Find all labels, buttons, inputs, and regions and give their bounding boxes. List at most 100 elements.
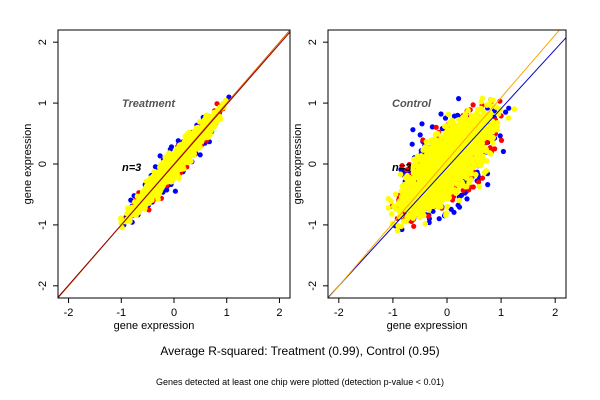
data-point (211, 109, 218, 116)
data-point (124, 216, 131, 222)
y-tick-label: 0 (37, 161, 49, 167)
x-tick-label: 2 (276, 307, 282, 319)
data-point (445, 183, 451, 189)
data-point (486, 150, 493, 156)
data-point (469, 132, 476, 138)
data-point (490, 97, 496, 103)
data-point (138, 193, 145, 200)
data-point (424, 139, 430, 145)
data-point (456, 182, 462, 188)
data-point (404, 177, 411, 184)
data-point (447, 119, 453, 126)
data-point (388, 211, 395, 217)
data-point (417, 201, 424, 208)
data-point (511, 106, 518, 112)
data-point (398, 188, 405, 195)
data-point (397, 171, 404, 178)
data-point (399, 203, 406, 210)
data-point (395, 222, 401, 229)
data-point (443, 123, 450, 129)
data-point (441, 149, 447, 156)
y-tick-label: 1 (37, 100, 49, 106)
data-point (426, 163, 432, 169)
data-point (441, 192, 447, 199)
data-point (184, 152, 191, 158)
data-point (142, 205, 148, 211)
data-point (422, 221, 429, 227)
data-point (177, 152, 184, 158)
data-point (494, 126, 500, 133)
data-point (395, 201, 401, 207)
data-point (128, 197, 134, 203)
data-point (417, 179, 423, 186)
data-point (479, 175, 486, 181)
data-point (151, 178, 157, 185)
y-tick-label: 0 (307, 161, 319, 167)
data-point (498, 137, 505, 143)
data-point (172, 188, 178, 194)
x-axis-title: gene expression (387, 320, 468, 332)
data-point (158, 167, 165, 173)
data-point (494, 120, 501, 126)
data-point (486, 101, 493, 108)
data-point (459, 142, 465, 149)
data-point (150, 173, 157, 179)
data-point (456, 159, 462, 165)
data-point (412, 161, 419, 167)
data-point (475, 148, 481, 155)
data-point (445, 172, 451, 178)
data-point (461, 117, 468, 123)
sample-size-label: n=3 (392, 162, 411, 174)
data-point (470, 123, 477, 130)
r-squared-caption: Average R-squared: Treatment (0.99), Con… (160, 344, 440, 358)
data-point (481, 130, 487, 136)
y-tick-label: -2 (307, 281, 319, 291)
data-point (410, 166, 416, 173)
data-point (485, 182, 491, 188)
x-tick-label: -2 (334, 307, 344, 319)
data-point (468, 168, 474, 174)
data-point (473, 171, 479, 178)
data-point (459, 172, 466, 179)
y-axis-title: gene expression (292, 124, 304, 205)
data-point (427, 155, 434, 162)
data-point (465, 107, 471, 114)
data-point (432, 144, 439, 151)
data-point (410, 127, 416, 133)
x-tick-label: 0 (171, 307, 177, 319)
data-point (193, 131, 199, 138)
fit-line (328, 37, 566, 298)
data-point (449, 137, 456, 143)
data-point (391, 203, 397, 210)
data-point (477, 162, 484, 169)
data-point (451, 172, 458, 179)
data-point (439, 171, 446, 177)
x-tick-label: -2 (64, 307, 74, 319)
data-point (505, 115, 512, 121)
x-tick-label: -1 (116, 307, 126, 319)
data-point (177, 147, 184, 154)
data-point (411, 223, 417, 229)
data-point (487, 110, 494, 116)
data-point (497, 133, 503, 139)
data-point (460, 127, 467, 133)
data-point (191, 150, 197, 157)
data-point (476, 183, 483, 190)
data-point (169, 157, 176, 163)
data-point (197, 152, 203, 158)
data-point (465, 151, 471, 158)
data-point (413, 171, 420, 177)
x-axis-title: gene expression (114, 320, 195, 332)
data-point (424, 148, 431, 154)
data-point (454, 137, 460, 143)
data-point (456, 96, 462, 102)
data-point (420, 156, 426, 162)
data-point (164, 187, 170, 193)
y-tick-label: -1 (37, 220, 49, 230)
data-point (421, 171, 428, 178)
data-point (464, 196, 470, 202)
data-point (444, 203, 451, 210)
data-point (446, 145, 453, 151)
y-axis-title: gene expression (22, 124, 34, 205)
